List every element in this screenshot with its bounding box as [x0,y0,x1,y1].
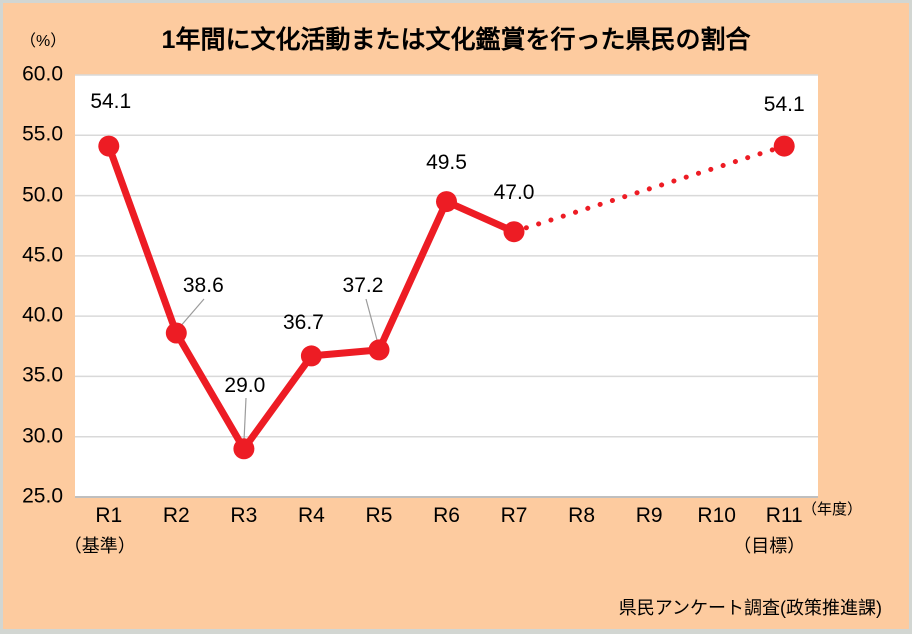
x-tick-label-R5: R5 [365,504,393,527]
x-tick-label-R1: R1 [95,504,123,527]
x-tick-label-R3: R3 [230,504,258,527]
data-label-R7: 47.0 [493,180,535,204]
x-tick-label-R10: R10 [697,504,736,527]
y-tick-label: 25.0 [22,484,63,508]
chart-title: 1年間に文化活動または文化鑑賞を行った県民の割合 [161,26,751,54]
data-label-R2: 38.6 [182,274,224,298]
data-label-R3: 29.0 [224,373,266,397]
source-note: 県民アンケート調査(政策推進課) [618,598,882,618]
y-tick-label: 35.0 [22,363,63,387]
data-label-R5: 37.2 [342,273,384,297]
x-axis-unit-label: （年度） [802,501,863,518]
x-tick-label-R7: R7 [500,504,528,527]
data-label-R4: 36.7 [282,310,324,334]
data-label-R6: 49.5 [426,150,467,174]
x-tick-label-R2: R2 [162,504,190,527]
category-note-R1: （基準） [63,536,136,556]
x-tick-label-R9: R9 [635,504,663,527]
y-tick-label: 60.0 [22,62,63,86]
y-axis-unit-label: （%） [20,33,67,50]
y-tick-label: 55.0 [22,122,63,146]
y-tick-label: 50.0 [22,183,63,207]
data-label-R11: 54.1 [763,93,805,117]
x-tick-label-R8: R8 [568,504,596,527]
y-tick-label: 30.0 [22,424,63,448]
category-note-R11: （目標） [733,536,806,556]
data-label-R1: 54.1 [90,90,132,114]
x-tick-label-R4: R4 [297,504,325,527]
y-tick-label: 40.0 [22,303,63,327]
x-tick-label-R6: R6 [433,504,460,527]
x-tick-label-R11: R11 [765,504,803,527]
y-tick-label: 45.0 [22,243,63,267]
